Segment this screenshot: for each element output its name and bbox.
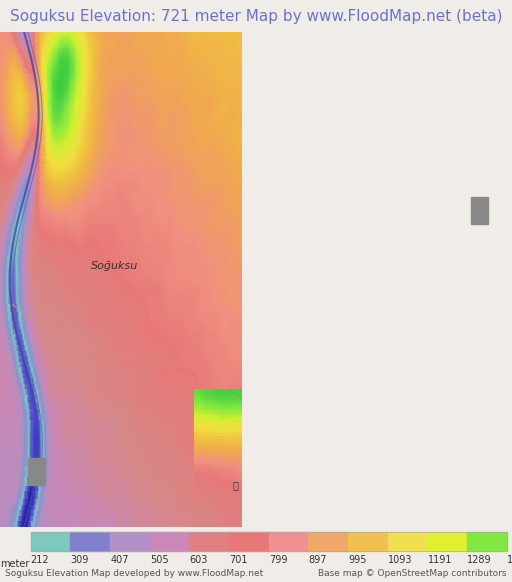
Text: Soguksu Elevation: 721 meter Map by www.FloodMap.net (beta): Soguksu Elevation: 721 meter Map by www.… bbox=[10, 9, 503, 23]
Text: 701: 701 bbox=[229, 555, 248, 565]
Bar bbox=[467, 533, 507, 551]
Bar bbox=[31, 533, 71, 551]
Bar bbox=[388, 533, 428, 551]
Bar bbox=[28, 458, 45, 485]
Bar bbox=[71, 533, 110, 551]
Bar bbox=[269, 533, 308, 551]
Text: 1289: 1289 bbox=[467, 555, 492, 565]
Text: 799: 799 bbox=[269, 555, 287, 565]
Bar bbox=[471, 197, 487, 225]
Text: 407: 407 bbox=[110, 555, 129, 565]
Bar bbox=[189, 533, 229, 551]
Bar bbox=[150, 533, 189, 551]
Text: meter: meter bbox=[0, 559, 29, 569]
Text: 995: 995 bbox=[348, 555, 367, 565]
Bar bbox=[308, 533, 348, 551]
Bar bbox=[348, 533, 388, 551]
Text: 897: 897 bbox=[308, 555, 327, 565]
Bar bbox=[31, 533, 507, 551]
Text: 309: 309 bbox=[71, 555, 89, 565]
Text: 1387: 1387 bbox=[507, 555, 512, 565]
Bar bbox=[428, 533, 467, 551]
Bar bbox=[229, 533, 269, 551]
Text: 505: 505 bbox=[150, 555, 168, 565]
Text: 1093: 1093 bbox=[388, 555, 412, 565]
Text: 212: 212 bbox=[31, 555, 49, 565]
Text: Base map © OpenStreetMap contributors: Base map © OpenStreetMap contributors bbox=[318, 569, 507, 578]
Text: 🔍: 🔍 bbox=[232, 481, 238, 491]
Text: Soğuksu: Soğuksu bbox=[91, 261, 138, 271]
Bar bbox=[110, 533, 150, 551]
Text: Soguksu Elevation Map developed by www.FloodMap.net: Soguksu Elevation Map developed by www.F… bbox=[5, 569, 263, 578]
Text: 603: 603 bbox=[189, 555, 208, 565]
Text: 1191: 1191 bbox=[428, 555, 452, 565]
